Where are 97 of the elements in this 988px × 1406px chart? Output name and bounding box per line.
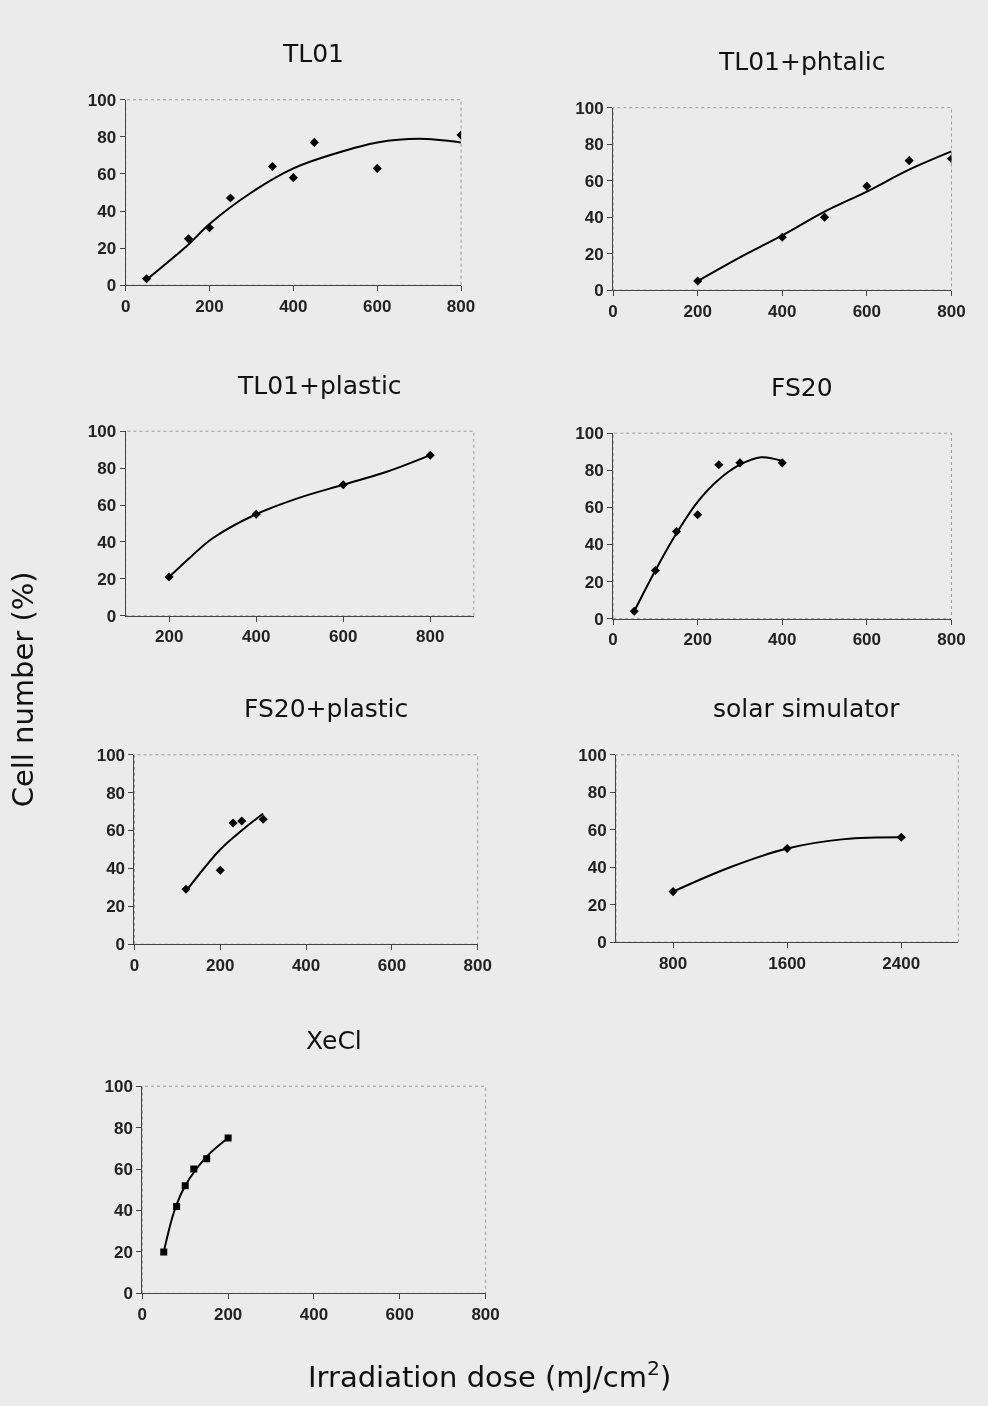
- y-tick-label: 60: [113, 1160, 133, 1180]
- x-tick-label: 200: [206, 955, 235, 975]
- y-tick-label: 100: [87, 422, 117, 442]
- chart-title: TL01: [282, 39, 345, 68]
- x-tick-label: 400: [242, 627, 271, 647]
- x-tick-label: 800: [937, 630, 966, 650]
- chart-title: TL01+plastic: [237, 371, 402, 400]
- x-tick-label: 200: [195, 296, 224, 316]
- y-tick-label: 20: [587, 895, 607, 915]
- y-tick-label: 80: [113, 1118, 133, 1138]
- x-tick-label: 400: [279, 296, 308, 316]
- chart-title: solar simulator: [713, 694, 901, 723]
- x-tick-label: 400: [299, 1304, 329, 1324]
- y-tick-label: 60: [97, 164, 117, 184]
- y-tick-label: 0: [123, 1284, 133, 1304]
- y-tick-label: 40: [97, 201, 117, 221]
- point: [215, 865, 225, 875]
- x-axis-title: Irradiation dose (mJ/cm$^{2}$): [308, 1356, 672, 1395]
- y-tick-label: 100: [96, 745, 126, 765]
- x-tick-label: 200: [683, 301, 712, 321]
- point: [862, 181, 872, 191]
- point: [309, 137, 319, 147]
- x-tick-label: 600: [852, 301, 882, 321]
- chart-title: FS20+plastic: [244, 694, 409, 723]
- y-tick-label: 20: [106, 897, 126, 917]
- point: [425, 450, 435, 460]
- point: [183, 234, 194, 244]
- y-tick-label: 0: [106, 606, 117, 626]
- y-axis-title: Cell number (%): [5, 571, 40, 808]
- y-tick-label: 40: [113, 1201, 133, 1221]
- point: [904, 156, 914, 166]
- y-tick-label: 100: [104, 1077, 133, 1097]
- y-tick-label: 40: [106, 859, 126, 879]
- x-tick-label: 600: [377, 955, 407, 975]
- chart-title: TL01+phtalic: [718, 47, 886, 76]
- point: [693, 510, 703, 520]
- y-tick-label: 100: [575, 98, 604, 118]
- x-tick-label: 800: [658, 953, 688, 973]
- y-tick-label: 80: [584, 461, 604, 481]
- y-tick-label: 0: [597, 933, 607, 953]
- x-tick-label: 0: [137, 1304, 148, 1324]
- x-tick-label: 600: [363, 296, 392, 316]
- y-tick-label: 40: [584, 208, 604, 228]
- x-tick-label: 800: [937, 301, 966, 321]
- y-tick-label: 60: [97, 495, 117, 515]
- y-tick-label: 20: [97, 239, 117, 259]
- x-tick-label: 600: [852, 630, 882, 650]
- point: [267, 161, 277, 172]
- x-tick-label: 800: [446, 296, 476, 316]
- y-tick-label: 40: [97, 532, 117, 552]
- y-tick-label: 100: [578, 745, 607, 765]
- x-tick-label: 600: [329, 627, 358, 647]
- y-tick-label: 40: [587, 858, 607, 878]
- y-tick-label: 40: [584, 535, 604, 555]
- x-tick-label: 1600: [768, 953, 807, 973]
- x-tick-label: 200: [154, 627, 184, 647]
- x-tick-label: 2400: [882, 953, 921, 973]
- y-tick-label: 80: [587, 783, 607, 803]
- y-tick-label: 60: [106, 821, 126, 841]
- point: [896, 832, 906, 842]
- point: [372, 163, 382, 173]
- x-tick-label: 200: [683, 630, 712, 650]
- y-tick-label: 60: [584, 498, 604, 518]
- point: [668, 887, 678, 897]
- y-tick-label: 100: [87, 90, 117, 110]
- x-tick-label: 800: [471, 1304, 500, 1324]
- x-tick-label: 800: [463, 955, 492, 975]
- point: [237, 816, 247, 826]
- point: [714, 460, 724, 470]
- x-tick-label: 400: [768, 630, 797, 650]
- y-tick-label: 80: [97, 459, 117, 479]
- y-tick-label: 20: [584, 572, 604, 592]
- y-tick-label: 20: [113, 1242, 133, 1262]
- chart-title: FS20: [771, 373, 833, 402]
- point: [228, 818, 238, 828]
- point: [225, 193, 235, 203]
- y-tick-label: 0: [106, 276, 117, 296]
- chart-title: XeCl: [306, 1026, 362, 1055]
- y-tick-label: 80: [97, 127, 117, 147]
- point: [820, 212, 830, 222]
- y-tick-label: 60: [584, 171, 604, 191]
- x-tick-label: 200: [213, 1304, 243, 1324]
- y-tick-label: 60: [587, 820, 607, 840]
- y-tick-label: 0: [115, 935, 126, 955]
- y-tick-label: 0: [594, 609, 604, 629]
- y-tick-label: 100: [575, 424, 604, 444]
- y-tick-label: 80: [106, 783, 126, 803]
- x-tick-label: 800: [416, 627, 445, 647]
- y-tick-label: 20: [97, 569, 117, 589]
- point: [288, 173, 298, 183]
- point: [258, 814, 268, 824]
- y-tick-label: 80: [584, 135, 604, 155]
- y-tick-label: 0: [594, 281, 604, 301]
- x-tick-label: 600: [385, 1304, 414, 1324]
- x-tick-label: 400: [768, 301, 797, 321]
- y-tick-label: 20: [584, 244, 604, 264]
- x-tick-label: 400: [291, 955, 321, 975]
